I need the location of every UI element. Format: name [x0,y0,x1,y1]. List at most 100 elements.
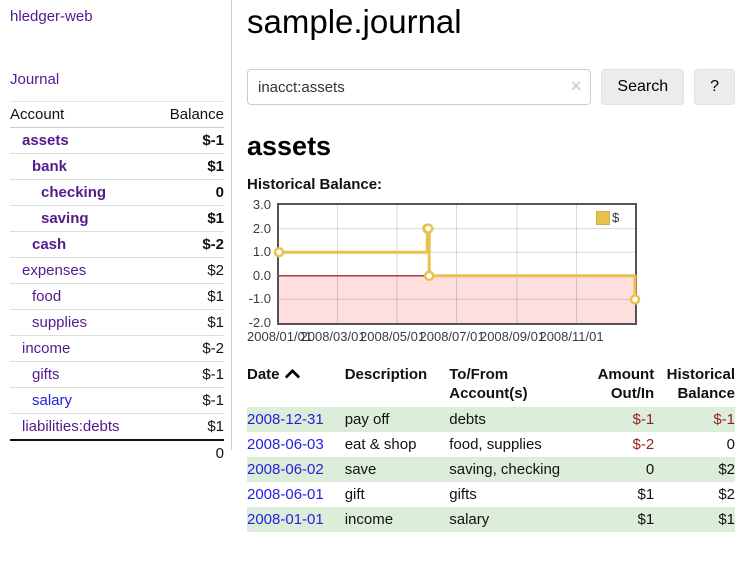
transaction-date-link[interactable]: 2008-01-01 [247,511,324,528]
account-balance: $-1 [153,361,224,388]
x-axis-tick-label: 2008/11/01 [539,329,604,344]
account-balance: $2 [153,257,224,284]
register-header-tofrom: To/From Account(s) [449,366,528,402]
chart-legend: $ [596,210,619,225]
account-row: liabilities:debts $1 [10,413,224,440]
transaction-description: eat & shop [344,436,417,453]
account-row: checking 0 [10,179,224,206]
transaction-amount: 0 [645,461,655,478]
journal-link[interactable]: Journal [10,71,60,88]
account-link-food[interactable]: food [32,288,62,305]
legend-swatch-icon [596,210,610,225]
account-link-cash[interactable]: cash [32,236,67,253]
account-balance: $-1 [202,132,224,149]
account-balance: $1 [153,283,224,310]
account-row: food $1 [10,283,224,310]
register-row: 2008-01-01 income salary $1 $1 [247,507,735,532]
chart-plot-area [273,203,641,325]
account-row: supplies $1 [10,309,224,336]
transaction-balance: $-1 [713,411,735,428]
y-axis-tick-label: 1.0 [252,244,271,260]
account-link-expenses[interactable]: expenses [22,262,87,279]
search-input[interactable] [248,70,591,104]
account-row: cash $-2 [10,231,224,258]
account-row: assets $-1 [10,128,224,154]
transaction-description: gift [344,486,365,503]
accounts-total-row: 0 [10,439,224,466]
account-balance: $1 [153,205,224,232]
account-link-assets[interactable]: assets [22,132,69,149]
account-link-saving[interactable]: saving [41,210,89,227]
accounts-header-row: Account Balance [10,101,224,128]
transaction-accounts: gifts [449,486,477,503]
register-header-historical: Historical Balance [666,366,735,402]
transaction-date-link[interactable]: 2008-06-03 [247,436,324,453]
transaction-description: pay off [344,411,390,428]
register-row: 2008-12-31 pay off debts $-1 $-1 [247,407,735,432]
x-axis-tick-label: 2008/09/01 [479,329,546,344]
transaction-accounts: food, supplies [449,436,542,453]
accounts-header-balance: Balance [153,101,224,128]
account-link-checking[interactable]: checking [41,184,107,201]
account-balance: $-2 [153,335,224,362]
transaction-balance: $2 [718,486,735,503]
account-link-salary[interactable]: salary [32,392,73,409]
transaction-accounts: debts [449,411,486,428]
x-axis-tick-label: 2008/05/01 [360,329,426,344]
account-row: expenses $2 [10,257,224,284]
register-row: 2008-06-01 gift gifts $1 $2 [247,482,735,507]
y-axis-tick-label: 0.0 [252,267,271,283]
chart-label: Historical Balance: [247,176,383,193]
page-title: sample.journal [247,3,462,40]
sidebar: hledger-web Journal Account Balance asse… [0,0,232,466]
main-panel: sample.journal × Search ? assets Histori… [247,0,735,532]
account-link-income[interactable]: income [22,340,71,357]
y-axis-tick-label: -1.0 [248,291,271,307]
search-button[interactable]: Search [601,69,685,105]
account-balance: 0 [153,179,224,206]
account-link-supplies[interactable]: supplies [32,314,88,331]
transaction-amount: $1 [637,486,655,503]
x-axis-tick-label: 2008/07/01 [419,329,485,344]
account-link-liabilities-debts[interactable]: liabilities:debts [22,418,120,435]
account-balance: $-1 [153,387,224,414]
y-axis-tick-label: 2.0 [252,220,271,236]
transaction-description: save [344,461,377,478]
y-axis-tick-label: -2.0 [248,315,271,330]
register-row: 2008-06-03 eat & shop food, supplies $-2 0 [247,432,735,457]
transaction-description: income [344,511,394,528]
register-header-description: Description [344,366,428,383]
transaction-date-link[interactable]: 2008-12-31 [247,411,324,428]
historical-balance-chart: $ 3.0 2.0 1.0 0.0 -1.0 -2.0 2008/01/01 2008/03/… [247,197,735,353]
account-balance: $1 [153,309,224,336]
account-row: salary $-1 [10,387,224,414]
x-axis-tick-label: 2008/01/01 [247,329,313,344]
clear-search-icon[interactable]: × [570,76,582,96]
account-row: saving $1 [10,205,224,232]
help-button[interactable]: ? [694,69,735,105]
transaction-amount: $1 [637,511,655,528]
register-row: 2008-06-02 save saving, checking 0 $2 [247,457,735,482]
transaction-amount: $-2 [632,436,655,453]
transaction-balance: 0 [726,436,735,453]
transaction-accounts: salary [449,511,490,528]
search-bar: × Search ? [247,69,735,105]
brand-link[interactable]: hledger-web [10,8,93,25]
accounts-table: Account Balance assets $-1 bank $1 checking 0… [10,101,224,466]
transaction-balance: $2 [718,461,735,478]
transaction-accounts: saving, checking [449,461,561,478]
register-header-amount: Amount Out/In [597,366,655,402]
register-header-date[interactable]: Date [247,361,345,407]
account-heading: assets [247,131,332,161]
account-link-bank[interactable]: bank [32,158,68,175]
transaction-date-link[interactable]: 2008-06-01 [247,486,324,503]
account-link-gifts[interactable]: gifts [32,366,60,383]
legend-label: $ [612,210,620,225]
search-field-wrap: × [247,69,592,105]
accounts-header-account: Account [10,101,154,128]
x-axis-tick-label: 2008/03/01 [300,329,366,344]
sort-ascending-icon [284,368,300,385]
account-balance: $1 [153,153,224,180]
transaction-date-link[interactable]: 2008-06-02 [247,461,324,478]
account-row: bank $1 [10,153,224,180]
